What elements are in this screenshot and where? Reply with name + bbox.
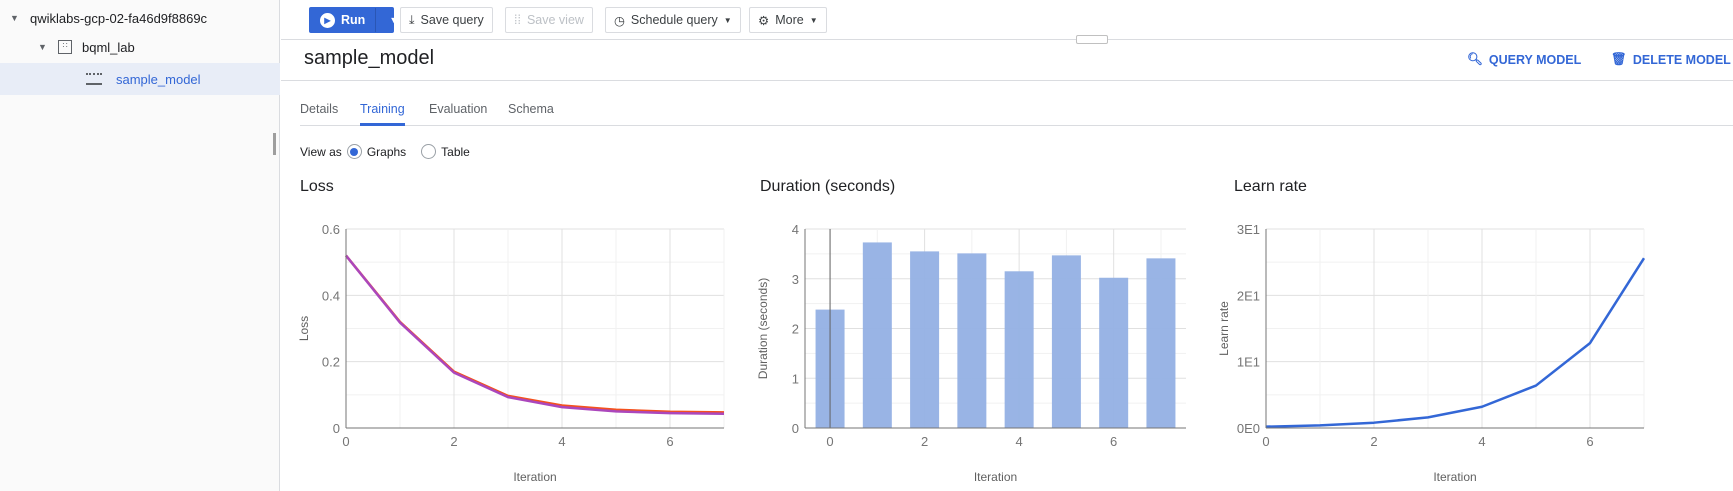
duration-ytick-label: 4 — [792, 222, 799, 237]
trash-icon: 🗑︎ — [1611, 52, 1627, 66]
learn-rate-xtick-label: 0 — [1262, 434, 1269, 449]
save-query-button[interactable]: ⤓ Save query — [400, 7, 493, 33]
tab-bar: Details Training Evaluation Schema — [300, 100, 1733, 126]
run-label: Run — [341, 13, 366, 27]
learn-rate-ytick-label: 1E1 — [1237, 355, 1260, 370]
chevron-down-icon: ▼ — [809, 15, 818, 25]
loss-chart-title: Loss — [300, 178, 334, 195]
graphs-radio[interactable] — [346, 144, 362, 159]
run-dropdown-icon[interactable]: ▼ — [389, 15, 399, 25]
panel-resize-handle[interactable] — [1076, 35, 1108, 44]
learn-rate-series-line-0 — [1265, 257, 1646, 428]
schedule-query-button[interactable]: ◷ Schedule query ▼ — [605, 7, 741, 33]
learn-rate-xtick-label: 2 — [1370, 434, 1377, 449]
save-view-label: Save view — [526, 13, 584, 27]
duration-ytick-label: 0 — [792, 421, 799, 436]
tree-item-dataset[interactable]: ▼ ∷ bqml_lab — [0, 31, 280, 63]
chevron-down-icon: ▼ — [723, 15, 732, 25]
loss-series-line-1 — [345, 254, 725, 415]
sidebar: ▼ qwiklabs-gcp-02-fa46d9f8869c ▼ ∷ bqml_lab… — [0, 0, 280, 491]
grid-dots-icon: ⁞⁞ — [514, 13, 521, 27]
duration-bar — [1051, 255, 1081, 428]
learn-rate-ytick-label: 3E1 — [1237, 222, 1260, 237]
tab-training[interactable]: Training — [360, 102, 405, 126]
toolbar: ▶ Run ▼ ⤓ Save query ⁞⁞ Save view ◷ Schedule… — [281, 0, 1733, 40]
tab-details[interactable]: Details — [300, 102, 339, 116]
loss-ytick-label: 0 — [333, 421, 340, 436]
learn-rate-yaxis-label: Learn rate — [1217, 301, 1231, 356]
duration-yaxis-label: Duration (seconds) — [756, 278, 770, 379]
delete-model-button[interactable]: 🗑︎ DELETE MODEL — [1611, 52, 1731, 67]
learn-rate-xtick-label: 6 — [1586, 434, 1593, 449]
loss-ytick-label: 0.2 — [322, 355, 340, 370]
duration-bar — [1146, 258, 1176, 428]
tab-schema[interactable]: Schema — [508, 102, 554, 116]
model-label: sample_model — [116, 71, 201, 87]
save-view-button[interactable]: ⁞⁞ Save view — [505, 7, 593, 33]
duration-xtick-label: 4 — [1016, 434, 1023, 449]
download-icon: ⤓ — [409, 12, 415, 27]
clock-icon: ◷ — [614, 13, 625, 28]
view-as-group: View as Graphs Table — [300, 144, 470, 159]
learn-rate-ytick-label: 0E0 — [1237, 421, 1260, 436]
duration-xtick-label: 2 — [921, 434, 928, 449]
caret-down-icon[interactable]: ▼ — [38, 42, 47, 52]
loss-ytick-label: 0.6 — [322, 222, 340, 237]
learn-rate-ytick-label: 2E1 — [1237, 288, 1260, 303]
play-icon: ▶ — [320, 12, 335, 28]
project-label: qwiklabs-gcp-02-fa46d9f8869c — [30, 10, 208, 26]
dataset-icon: ∷ — [58, 40, 72, 54]
loss-yaxis-label: Loss — [297, 316, 311, 341]
table-radio[interactable] — [421, 144, 437, 159]
run-button[interactable]: ▶ Run ▼ — [309, 7, 398, 33]
duration-ytick-label: 1 — [792, 371, 799, 386]
duration-xaxis-label: Iteration — [974, 470, 1017, 484]
loss-xtick-label: 4 — [558, 434, 565, 449]
page-title: sample_model — [304, 47, 435, 69]
duration-bar — [1004, 271, 1034, 428]
duration-chart-title: Duration (seconds) — [760, 178, 896, 195]
model-icon — [86, 73, 102, 85]
graphs-label[interactable]: Graphs — [366, 144, 407, 159]
tree-item-project[interactable]: ▼ qwiklabs-gcp-02-fa46d9f8869c — [0, 2, 280, 34]
schedule-query-label: Schedule query — [630, 13, 718, 27]
view-as-label: View as — [300, 144, 342, 159]
more-button[interactable]: ⚙ More ▼ — [749, 7, 827, 33]
duration-bar — [1099, 277, 1129, 428]
loss-xaxis-label: Iteration — [513, 470, 556, 484]
dataset-label: bqml_lab — [82, 39, 135, 55]
duration-bar — [862, 242, 892, 428]
duration-ytick-label: 3 — [792, 272, 799, 287]
duration-bar — [910, 251, 940, 428]
loss-xtick-label: 0 — [342, 434, 349, 449]
loss-series-line-0 — [345, 254, 725, 414]
query-icon: 🔍︎ — [1467, 52, 1483, 66]
learn-rate-xaxis-label: Iteration — [1433, 470, 1476, 484]
loss-xtick-label: 2 — [450, 434, 457, 449]
duration-xtick-label: 6 — [1110, 434, 1117, 449]
caret-down-icon[interactable]: ▼ — [10, 13, 19, 23]
duration-bar — [957, 253, 987, 428]
tab-evaluation[interactable]: Evaluation — [429, 102, 488, 116]
tree-item-model[interactable]: sample_model — [0, 63, 280, 95]
delete-model-label: DELETE MODEL — [1632, 52, 1731, 67]
more-label: More — [775, 13, 804, 27]
loss-ytick-label: 0.4 — [322, 288, 340, 303]
query-model-button[interactable]: 🔍︎ QUERY MODEL — [1467, 52, 1581, 67]
table-label[interactable]: Table — [441, 144, 470, 159]
duration-xtick-label: 0 — [826, 434, 833, 449]
learn-rate-chart-title: Learn rate — [1234, 178, 1307, 195]
query-model-label: QUERY MODEL — [1488, 52, 1582, 67]
loss-xtick-label: 6 — [666, 434, 673, 449]
divider — [281, 80, 1733, 81]
resize-handle[interactable] — [273, 133, 276, 155]
gear-icon: ⚙ — [758, 13, 770, 28]
run-main[interactable]: ▶ Run — [310, 8, 377, 32]
duration-ytick-label: 2 — [792, 322, 799, 337]
learn-rate-xtick-label: 4 — [1478, 434, 1485, 449]
save-query-label: Save query — [420, 13, 484, 27]
